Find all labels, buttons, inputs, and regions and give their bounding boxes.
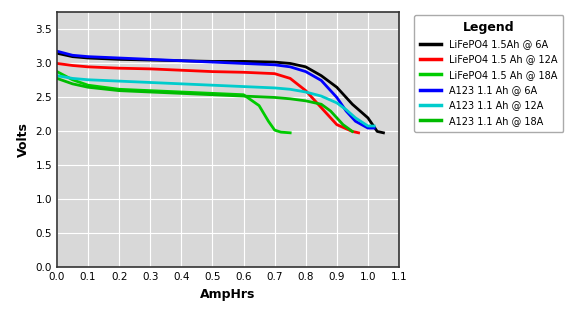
Y-axis label: Volts: Volts bbox=[17, 123, 30, 157]
X-axis label: AmpHrs: AmpHrs bbox=[200, 288, 256, 301]
Legend: LiFePO4 1.5Ah @ 6A, LiFePO4 1.5 Ah @ 12A, LiFePO4 1.5 Ah @ 18A, A123 1.1 Ah @ 6A: LiFePO4 1.5Ah @ 6A, LiFePO4 1.5 Ah @ 12A… bbox=[414, 15, 564, 132]
